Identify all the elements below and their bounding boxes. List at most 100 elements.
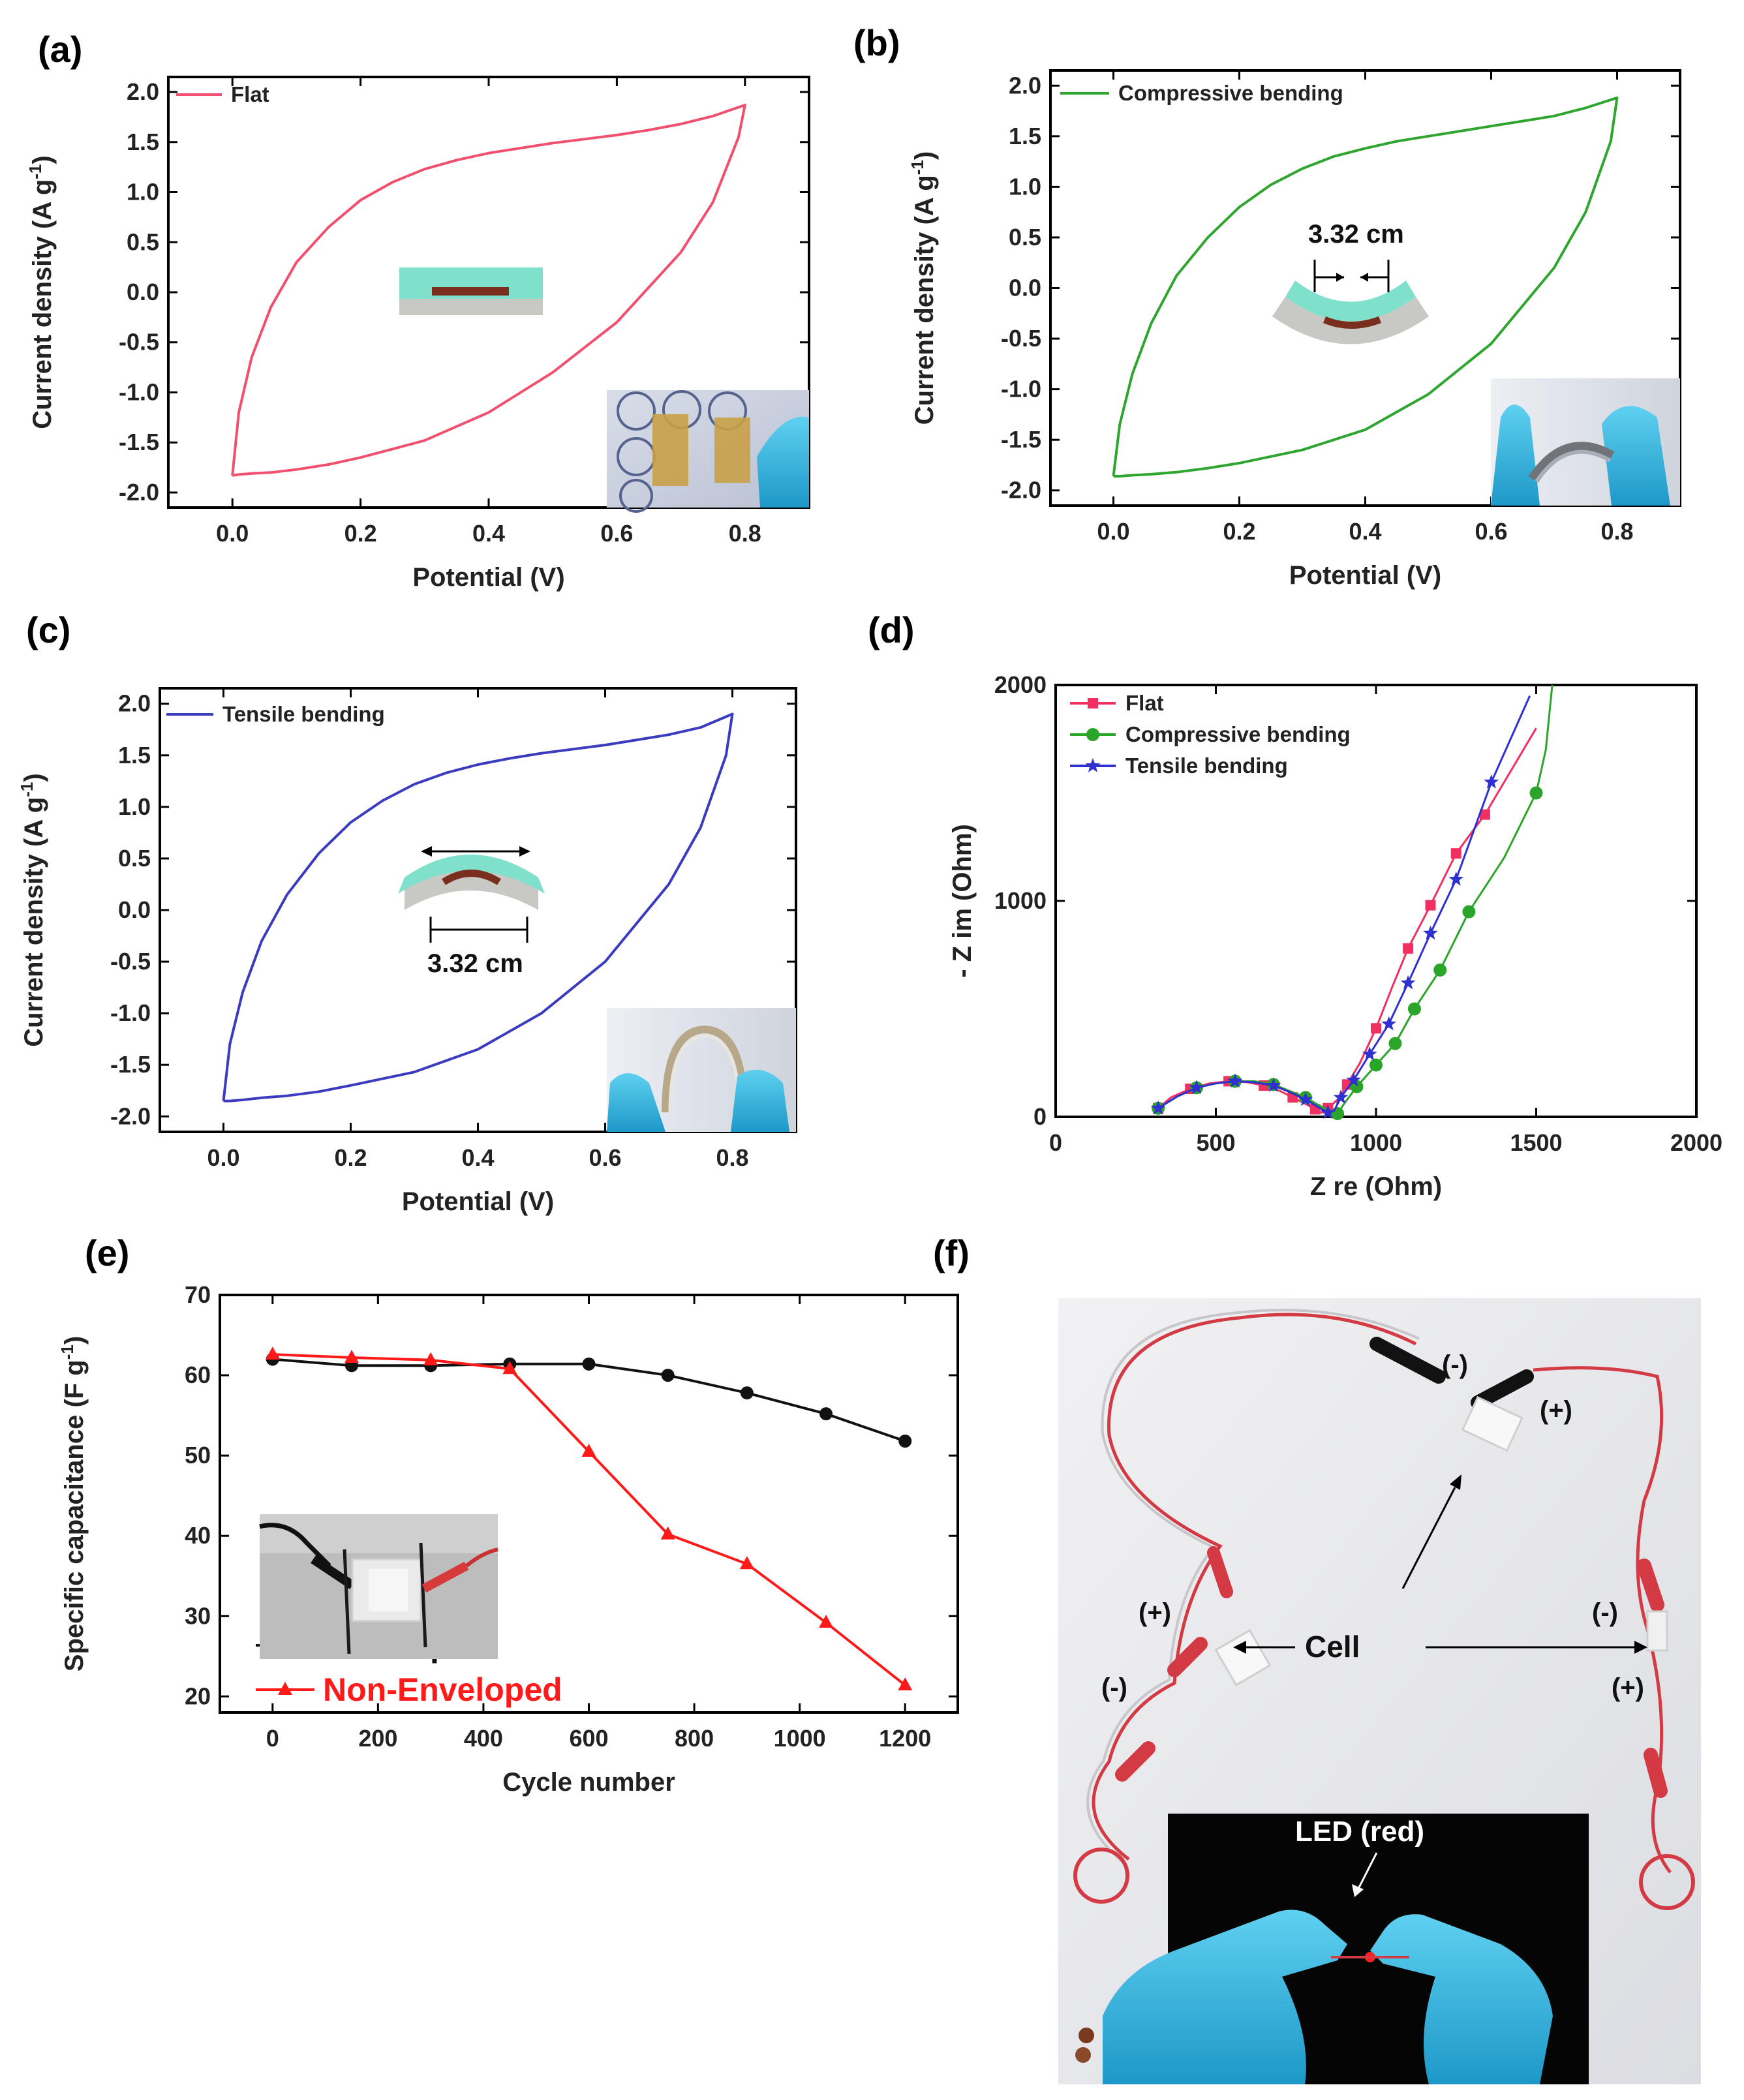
nyquist-point: [1388, 1037, 1402, 1050]
nyquist-point: [1423, 925, 1438, 940]
legend-label: Tensile bending: [1125, 753, 1288, 778]
y-tick-label: 1.5: [127, 129, 159, 155]
y-tick-label: -0.5: [110, 948, 151, 975]
capacitance-point: [582, 1357, 596, 1371]
y-tick-label: 1.5: [118, 742, 151, 768]
x-tick-label: 0: [266, 1725, 279, 1752]
capacitance-point: [739, 1556, 754, 1570]
compressive-width-label: 3.32 cm: [1308, 220, 1404, 249]
nyquist-point: [1341, 1079, 1353, 1090]
nyquist-point: [1433, 963, 1447, 977]
nyquist-point: [1333, 1089, 1349, 1104]
nyquist-point: [1450, 848, 1461, 859]
x-tick-label: 0.0: [216, 520, 249, 547]
legend-label: Flat: [1125, 691, 1164, 715]
nyquist-point: [1407, 1002, 1421, 1016]
capacitance-point: [502, 1361, 517, 1375]
x-axis-label: Potential (V): [412, 563, 564, 592]
x-axis-label: Cycle number: [502, 1768, 675, 1797]
y-tick-label: 1.0: [1009, 173, 1041, 200]
cv-loop-line: [222, 712, 734, 1103]
led-label: LED (red): [1295, 1816, 1424, 1848]
x-tick-label: 0.2: [334, 1144, 367, 1171]
photo-enveloped-cell-with-clips: [259, 1514, 498, 1659]
capacitance-point: [819, 1407, 833, 1421]
x-tick-label: 0.0: [207, 1144, 239, 1171]
panel-label-a: (a): [38, 29, 82, 70]
legend-marker: [278, 1682, 292, 1695]
y-tick-label: 1.0: [118, 793, 151, 820]
x-tick-label: 0: [1049, 1129, 1062, 1156]
capacitance-point: [819, 1615, 834, 1628]
polarity-label-right-minus: (-): [1592, 1598, 1618, 1627]
nyquist-point: [1484, 774, 1499, 789]
x-tick-label: 0.4: [1349, 518, 1381, 545]
cv-chart-tensile: 0.0 0.2 0.4 0.6 0.8 -2.0 -1.5 -1.0 -0.5 0.0 0.5 1.0…: [17, 687, 797, 1216]
y-tick-label: -2.0: [110, 1103, 151, 1129]
y-tick-label: 2000: [994, 671, 1047, 698]
x-axis-label: Potential (V): [1289, 561, 1441, 590]
x-tick-label: 0.8: [1600, 518, 1633, 545]
y-tick-label: 2.0: [118, 690, 151, 717]
y-tick-label: -1.0: [119, 378, 159, 405]
polarity-label-left-plus: (+): [1139, 1598, 1171, 1627]
x-tick-label: 0.6: [589, 1144, 621, 1171]
x-tick-label: 0.6: [600, 520, 633, 547]
nyquist-point: [1331, 1107, 1345, 1121]
x-tick-label: 1000: [1350, 1129, 1402, 1156]
nyquist-point: [1227, 1073, 1243, 1088]
x-tick-label: 500: [1196, 1129, 1235, 1156]
photo-led-circuit-with-cells: Cell LED (red) (-) (+) (+) (-) (-) (+): [1058, 1298, 1701, 2084]
legend-label: Non-Enveloped: [323, 1671, 562, 1708]
x-axis-label: Z re (Ohm): [1310, 1172, 1442, 1201]
y-tick-label: 0: [1033, 1103, 1047, 1130]
nyquist-point: [1371, 1023, 1381, 1034]
nyquist-point: [1448, 871, 1464, 886]
y-tick-label: 0.0: [127, 279, 159, 305]
nyquist-line: [1157, 727, 1537, 1114]
nyquist-point: [1400, 975, 1416, 990]
capacitance-point: [423, 1352, 438, 1365]
y-tick-label: -1.5: [1001, 426, 1041, 453]
y-axis-label: Current density (A g-1): [25, 155, 57, 429]
panel-label-d: (d): [868, 609, 915, 650]
cycling-chart: 0 200 400 600 800 1000 1200 20 30 40 50 60 70 Cycle n…: [57, 1281, 959, 1797]
legend-label: Compressive bending: [1118, 81, 1343, 105]
nyquist-point: [1479, 809, 1490, 820]
capacitance-point: [344, 1350, 359, 1363]
x-tick-label: 2000: [1670, 1129, 1722, 1156]
cv-loop-line: [1112, 96, 1619, 478]
y-tick-label: 1.5: [1009, 123, 1041, 149]
y-tick-label: 2.0: [127, 78, 159, 105]
tensile-width-label: 3.32 cm: [427, 949, 523, 978]
panel-label-c: (c): [26, 609, 70, 650]
nyquist-point: [1150, 1100, 1166, 1115]
nyquist-point: [1462, 905, 1476, 919]
y-tick-label: 0.0: [1009, 275, 1041, 301]
y-tick-label: -1.5: [119, 429, 159, 455]
x-tick-label: 0.8: [729, 520, 761, 547]
polarity-label-top-minus: (-): [1442, 1350, 1468, 1379]
x-tick-label: 1500: [1510, 1129, 1562, 1156]
nyquist-point: [1369, 1058, 1383, 1072]
x-tick-label: 1200: [879, 1725, 931, 1752]
panel-label-f: (f): [933, 1232, 970, 1273]
nyquist-point: [1189, 1080, 1204, 1094]
y-tick-label: -1.5: [110, 1051, 151, 1078]
nyquist-line: [1157, 684, 1553, 1115]
nyquist-chart: 0 500 1000 1500 2000 0 1000 2000 Z re (Ohm) - Z i…: [948, 671, 1722, 1201]
y-tick-label: -0.5: [119, 329, 159, 356]
nyquist-point: [1362, 1046, 1377, 1061]
y-tick-label: 0.5: [127, 228, 159, 255]
legend-label: Flat: [231, 82, 269, 106]
y-tick-label: -0.5: [1001, 325, 1041, 352]
y-tick-label: 0.0: [118, 896, 151, 923]
cell-label: Cell: [1305, 1630, 1360, 1664]
x-tick-label: 0.8: [716, 1144, 748, 1171]
y-tick-label: 70: [185, 1281, 211, 1308]
capacitance-point: [898, 1677, 913, 1691]
y-tick-label: 1.0: [127, 179, 159, 205]
capacitance-point: [265, 1347, 280, 1360]
capacitance-point: [581, 1444, 596, 1457]
panel-label-e: (e): [85, 1232, 129, 1273]
